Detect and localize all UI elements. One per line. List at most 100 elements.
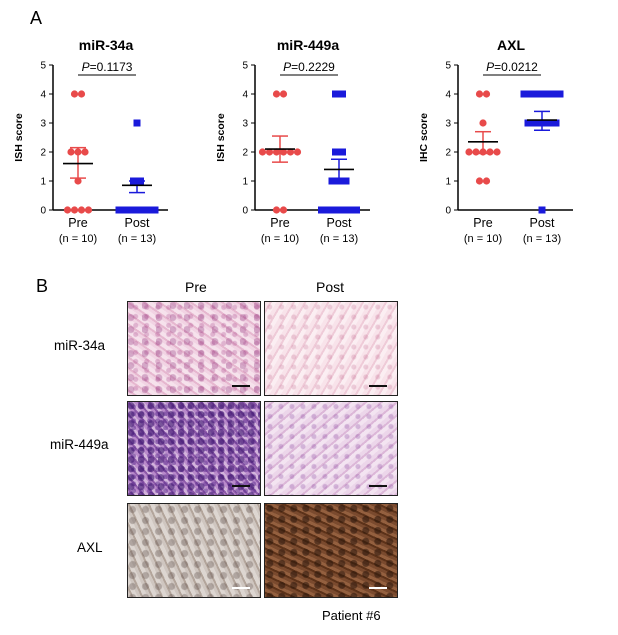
data-point-post	[133, 119, 141, 127]
micrograph-post-axl	[264, 503, 398, 598]
data-point-pre	[482, 90, 491, 98]
data-point-pre	[265, 148, 274, 156]
micrograph-pre-mir34a	[127, 301, 261, 396]
data-point-pre	[482, 177, 491, 185]
data-point-pre	[293, 148, 302, 156]
group-label: Post	[529, 216, 555, 230]
row-label-mir449a: miR-449a	[50, 437, 109, 452]
scale-bar	[369, 485, 387, 487]
data-point-post	[353, 206, 360, 214]
data-point-pre	[70, 206, 79, 214]
data-point-pre	[472, 148, 480, 156]
data-point-post	[526, 90, 534, 98]
p-value-label: P=0.2229	[283, 60, 335, 74]
data-point-pre	[465, 148, 473, 156]
data-point-pre	[70, 90, 79, 98]
data-point-post	[544, 90, 552, 98]
y-tick-label: 1	[242, 177, 248, 188]
data-point-post	[520, 90, 528, 98]
y-tick-label: 0	[242, 206, 248, 217]
y-tick-label: 5	[40, 61, 46, 72]
sample-size-label: (n = 13)	[320, 233, 358, 245]
panel-b-label: B	[36, 276, 49, 296]
data-point-pre	[84, 206, 93, 214]
data-point-pre	[475, 90, 484, 98]
scatter-plot-mir34a: miR-34a P=0.1173 0 1 2 3 4 5 ISH score Pre (n = 10…	[8, 30, 198, 260]
scale-bar	[232, 587, 250, 589]
data-point-pre	[475, 177, 484, 185]
micrograph-pre-mir449a	[127, 401, 261, 496]
group-label: Pre	[270, 216, 290, 230]
scale-bar	[232, 385, 250, 387]
data-point-post	[318, 206, 325, 214]
data-point-post	[339, 206, 346, 214]
data-point-post	[143, 206, 151, 214]
y-tick-label: 1	[445, 177, 451, 188]
y-tick-label: 0	[445, 206, 451, 217]
p-value-label: P=0.1173	[82, 60, 133, 74]
data-point-post	[151, 206, 159, 214]
data-point-post	[325, 206, 332, 214]
data-point-post	[339, 90, 346, 98]
row-label-mir34a: miR-34a	[54, 338, 106, 353]
scale-bar	[232, 485, 250, 487]
data-point-post	[531, 119, 539, 127]
sample-size-label: (n = 13)	[118, 233, 156, 245]
y-tick-label: 2	[242, 148, 248, 159]
scatter-plot-mir449a: miR-449a P=0.2229 0 1 2 3 4 5 ISH score Pre (n = 1…	[210, 30, 400, 260]
group-label: Post	[124, 216, 150, 230]
micrograph-post-mir449a	[264, 401, 398, 496]
data-point-post	[556, 90, 564, 98]
sample-size-label: (n = 10)	[261, 233, 299, 245]
data-point-post	[139, 206, 147, 214]
data-point-post	[147, 206, 155, 214]
sample-size-label: (n = 13)	[523, 233, 561, 245]
y-tick-label: 2	[445, 148, 451, 159]
data-point-post	[123, 206, 131, 214]
group-label: Pre	[473, 216, 493, 230]
panel-a-label: A	[30, 8, 43, 28]
data-point-post	[332, 148, 339, 156]
y-tick-label: 4	[40, 90, 46, 101]
p-value-label: P=0.0212	[486, 60, 538, 74]
data-point-pre	[272, 206, 281, 214]
data-point-pre	[77, 90, 86, 98]
y-tick-label: 5	[242, 61, 248, 72]
data-point-post	[532, 90, 540, 98]
y-tick-label: 3	[40, 119, 46, 130]
data-point-post	[346, 206, 353, 214]
y-tick-label: 3	[242, 119, 248, 130]
data-point-pre	[74, 177, 82, 185]
y-axis-label: IHC score	[418, 113, 430, 162]
chart-title: AXL	[497, 37, 525, 53]
data-point-post	[131, 206, 139, 214]
data-point-pre	[279, 206, 288, 214]
data-point-pre	[272, 90, 281, 98]
patient-label: Patient #6	[322, 608, 381, 623]
data-point-pre	[63, 206, 72, 214]
data-point-pre	[258, 148, 267, 156]
sample-size-label: (n = 10)	[464, 233, 502, 245]
data-point-post	[115, 206, 123, 214]
data-point-pre	[486, 148, 494, 156]
group-label: Post	[326, 216, 352, 230]
sample-size-label: (n = 10)	[59, 233, 97, 245]
data-point-post	[552, 119, 560, 127]
data-point-pre	[272, 148, 281, 156]
chart-title: miR-34a	[79, 37, 134, 53]
group-label: Pre	[68, 216, 88, 230]
micrograph-post-mir34a	[264, 301, 398, 396]
data-point-post	[119, 206, 127, 214]
y-axis-label: ISH score	[215, 113, 227, 162]
data-point-pre	[67, 148, 75, 156]
data-point-post	[332, 90, 339, 98]
y-tick-label: 5	[445, 61, 451, 72]
data-point-post	[550, 90, 558, 98]
scale-bar	[369, 385, 387, 387]
y-tick-label: 4	[242, 90, 248, 101]
data-point-pre	[81, 148, 89, 156]
y-tick-label: 0	[40, 206, 46, 217]
scatter-plot-axl: AXL P=0.0212 0 1 2 3 4 5 IHC score Pre (n = 10) Pos…	[413, 30, 603, 260]
data-point-pre	[286, 148, 295, 156]
chart-title: miR-449a	[277, 37, 339, 53]
